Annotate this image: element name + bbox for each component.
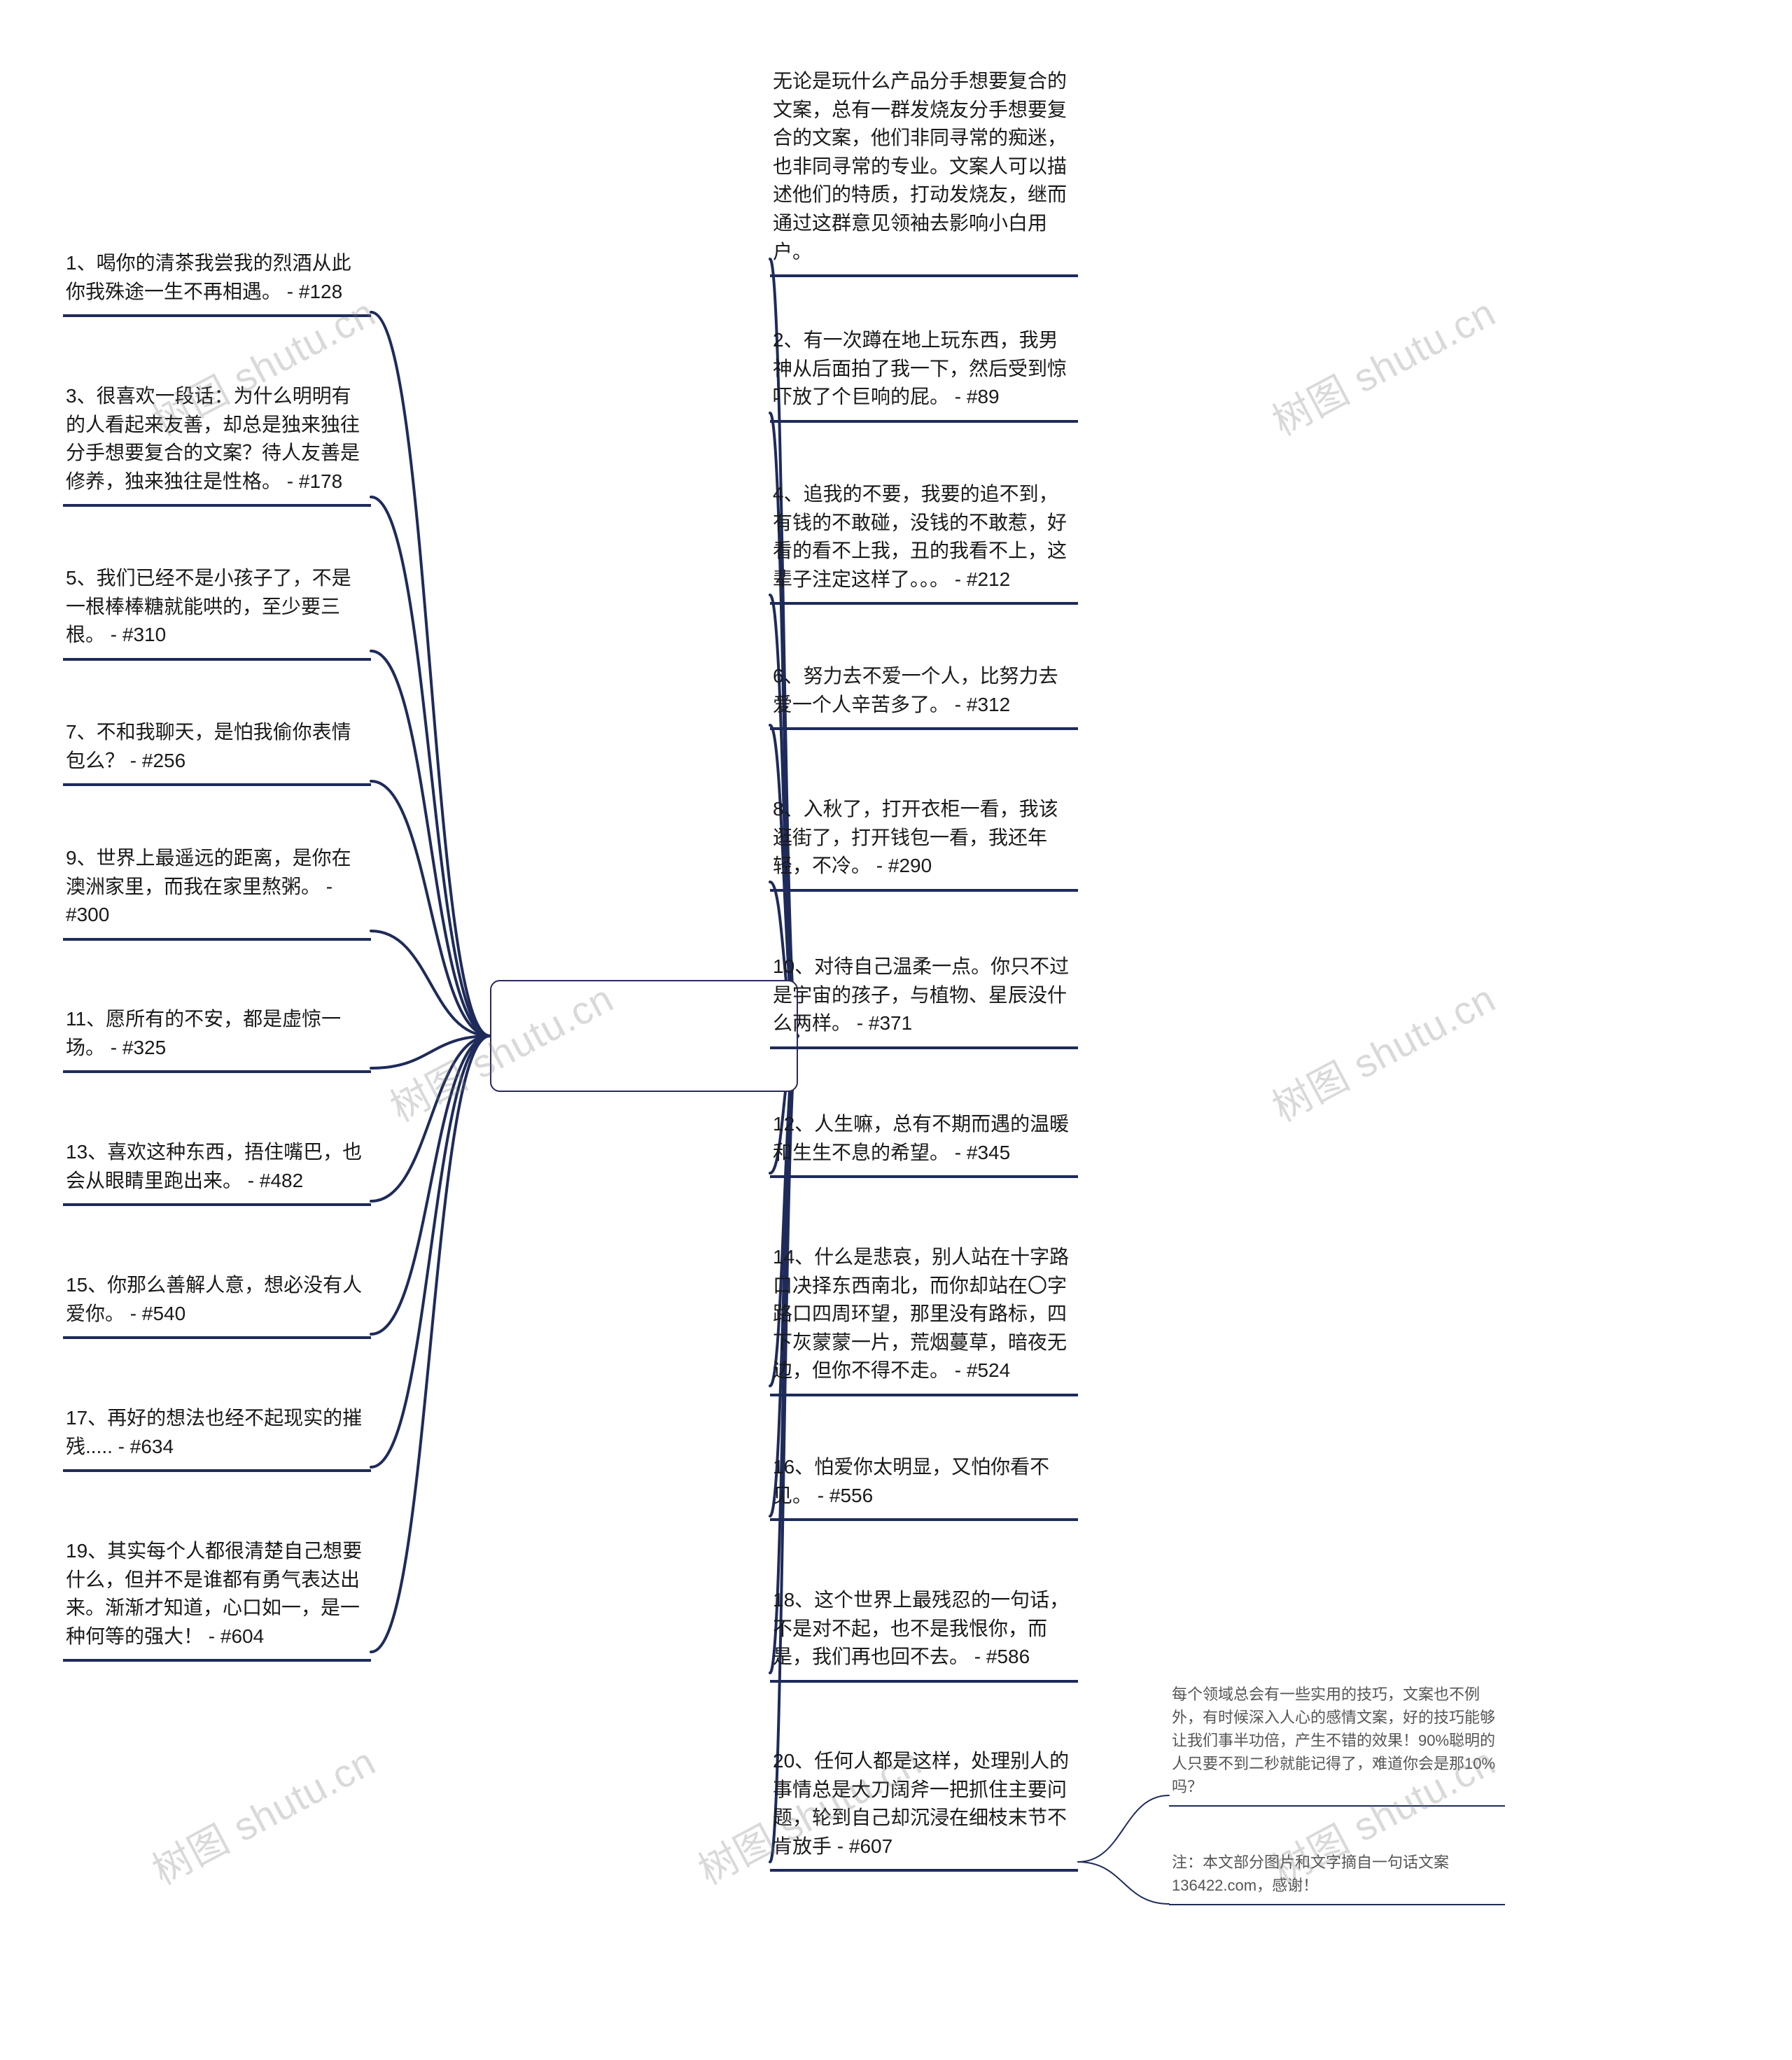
left-node-4: 9、世界上最遥远的距离，是你在澳洲家里，而我在家里熬粥。 - #300 (63, 840, 371, 941)
watermark-1: 树图 shutu.cn (1261, 282, 1504, 447)
left-node-0: 1、喝你的清茶我尝我的烈酒从此你我殊途一生不再相遇。 - #128 (63, 245, 371, 317)
right-node-3: 6、努力去不爱一个人，比努力去爱一个人辛苦多了。 - #312 (770, 658, 1078, 730)
left-node-2: 5、我们已经不是小孩子了，不是一根棒棒糖就能哄的，至少要三根。 - #310 (63, 560, 371, 661)
right-node-0: 无论是玩什么产品分手想要复合的文案，总有一群发烧友分手想要复合的文案，他们非同寻… (770, 63, 1078, 277)
center-root-node (490, 980, 798, 1092)
right-node-10: 20、任何人都是这样，处理别人的事情总是大刀阔斧一把抓住主要问题，轮到自己却沉浸… (770, 1743, 1078, 1872)
right-node-4: 8、入秋了，打开衣柜一看，我该逛街了，打开钱包一看，我还年轻，不冷。 - #29… (770, 791, 1078, 892)
right-node-9: 18、这个世界上最残忍的一句话，不是对不起，也不是我恨你，而是，我们再也回不去。… (770, 1582, 1078, 1683)
left-node-9: 19、其实每个人都很清楚自己想要什么，但并不是谁都有勇气表达出来。渐渐才知道，心… (63, 1533, 371, 1662)
sub-node-1: 注：本文部分图片和文字摘自一句话文案136422.com，感谢！ (1169, 1848, 1505, 1905)
left-node-8: 17、再好的想法也经不起现实的摧残..... - #634 (63, 1400, 371, 1472)
left-node-6: 13、喜欢这种东西，捂住嘴巴，也会从眼睛里跑出来。 - #482 (63, 1134, 371, 1206)
left-node-5: 11、愿所有的不安，都是虚惊一场。 - #325 (63, 1001, 371, 1073)
sub-node-0: 每个领域总会有一些实用的技巧，文案也不例外，有时候深入人心的感情文案，好的技巧能… (1169, 1680, 1505, 1807)
watermark-3: 树图 shutu.cn (1261, 968, 1504, 1133)
left-node-7: 15、你那么善解人意，想必没有人爱你。 - #540 (63, 1267, 371, 1339)
left-node-1: 3、很喜欢一段话：为什么明明有的人看起来友善，却总是独来独往分手想要复合的文案？… (63, 378, 371, 507)
right-node-5: 10、对待自己温柔一点。你只不过是宇宙的孩子，与植物、星辰没什么两样。 - #3… (770, 948, 1078, 1049)
right-node-2: 4、追我的不要，我要的追不到，有钱的不敢碰，没钱的不敢惹，好看的看不上我，丑的我… (770, 476, 1078, 605)
right-node-1: 2、有一次蹲在地上玩东西，我男神从后面拍了我一下，然后受到惊吓放了个巨响的屁。 … (770, 322, 1078, 423)
right-node-6: 12、人生嘛，总有不期而遇的温暖和生生不息的希望。 - #345 (770, 1106, 1078, 1178)
right-node-8: 16、怕爱你太明显，又怕你看不见。 - #556 (770, 1449, 1078, 1521)
watermark-4: 树图 shutu.cn (141, 1731, 384, 1896)
left-node-3: 7、不和我聊天，是怕我偷你表情包么？ - #256 (63, 714, 371, 786)
right-node-7: 14、什么是悲哀，别人站在十字路口决择东西南北，而你却站在〇字路口四周环望，那里… (770, 1239, 1078, 1396)
